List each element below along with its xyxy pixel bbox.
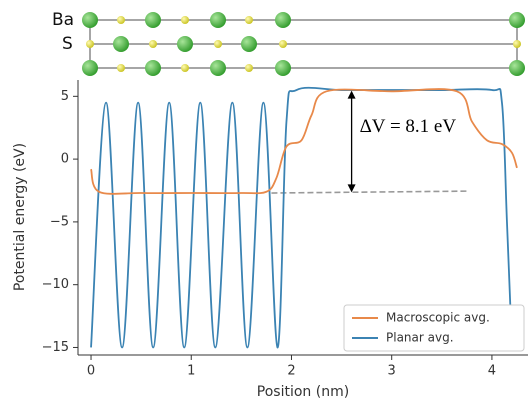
legend-box xyxy=(343,304,525,352)
x-tick-label: 0 xyxy=(87,364,95,379)
legend-label: Planar avg. xyxy=(386,331,454,345)
atom-label: Ba xyxy=(52,10,74,30)
y-axis-label: Potential energy (eV) xyxy=(12,143,28,291)
x-tick-label: 4 xyxy=(488,364,496,379)
legend: Macroscopic avg. Planar avg. xyxy=(343,304,525,352)
atoms xyxy=(82,12,525,76)
series-line xyxy=(90,88,518,195)
reference-line xyxy=(271,190,467,194)
y-tick-label: −15 xyxy=(42,340,69,355)
y-tick-label: 5 xyxy=(61,89,69,104)
x-tick-label: 2 xyxy=(287,364,295,379)
y-tick-label: −5 xyxy=(50,214,69,229)
y-tick-label: −10 xyxy=(42,277,69,292)
x-tick-label: 1 xyxy=(187,364,195,379)
crystal-structure: Ba S xyxy=(52,10,525,76)
x-axis-label: Position (nm) xyxy=(257,384,349,400)
arrow-head xyxy=(347,90,356,99)
x-tick-label: 3 xyxy=(388,364,396,379)
y-tick-label: 0 xyxy=(61,152,69,167)
annotation-text: ΔV = 8.1 eV xyxy=(360,116,457,137)
legend-label: Macroscopic avg. xyxy=(386,311,490,325)
arrow-head xyxy=(347,184,356,193)
atom-label: S xyxy=(62,34,73,54)
